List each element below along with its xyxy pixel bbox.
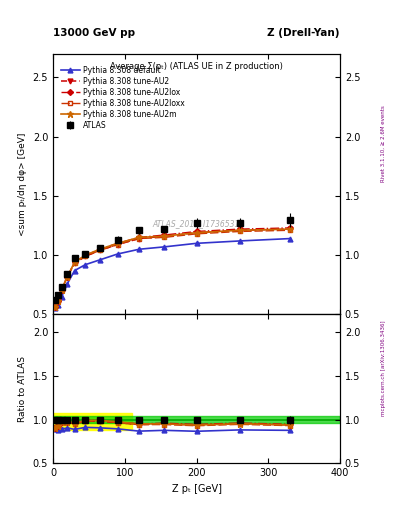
Pythia 8.308 tune-AU2m bbox=[194, 229, 199, 236]
Text: Z (Drell-Yan): Z (Drell-Yan) bbox=[268, 28, 340, 38]
Pythia 8.308 tune-AU2lox bbox=[194, 228, 199, 234]
Pythia 8.308 default bbox=[97, 257, 102, 263]
Pythia 8.308 tune-AU2lox bbox=[137, 234, 141, 241]
Pythia 8.308 default bbox=[83, 262, 88, 268]
Pythia 8.308 tune-AU2loxx bbox=[56, 298, 61, 305]
Pythia 8.308 tune-AU2lox bbox=[162, 232, 167, 238]
Pythia 8.308 tune-AU2m bbox=[53, 304, 57, 310]
Pythia 8.308 tune-AU2 bbox=[56, 298, 61, 305]
Pythia 8.308 tune-AU2lox bbox=[59, 286, 64, 292]
Text: Rivet 3.1.10, ≥ 2.6M events: Rivet 3.1.10, ≥ 2.6M events bbox=[381, 105, 386, 182]
Pythia 8.308 tune-AU2lox bbox=[83, 252, 88, 258]
Pythia 8.308 tune-AU2 bbox=[115, 242, 120, 248]
Pythia 8.308 tune-AU2loxx bbox=[115, 242, 120, 248]
Pythia 8.308 tune-AU2 bbox=[59, 286, 64, 292]
Pythia 8.308 tune-AU2loxx bbox=[65, 273, 70, 280]
Pythia 8.308 default bbox=[53, 306, 57, 312]
Pythia 8.308 tune-AU2loxx bbox=[237, 228, 242, 234]
Pythia 8.308 default bbox=[162, 244, 167, 250]
Y-axis label: Ratio to ATLAS: Ratio to ATLAS bbox=[18, 356, 27, 422]
Pythia 8.308 default bbox=[56, 302, 61, 308]
Pythia 8.308 tune-AU2 bbox=[72, 261, 77, 267]
Pythia 8.308 tune-AU2 bbox=[137, 236, 141, 242]
Pythia 8.308 tune-AU2m bbox=[59, 286, 64, 292]
Pythia 8.308 tune-AU2m bbox=[83, 252, 88, 258]
Pythia 8.308 tune-AU2m bbox=[72, 259, 77, 265]
Pythia 8.308 tune-AU2lox bbox=[97, 246, 102, 252]
Line: Pythia 8.308 tune-AU2lox: Pythia 8.308 tune-AU2lox bbox=[53, 226, 292, 309]
Pythia 8.308 tune-AU2m bbox=[65, 273, 70, 280]
Pythia 8.308 tune-AU2loxx bbox=[97, 247, 102, 253]
Pythia 8.308 tune-AU2m bbox=[115, 240, 120, 246]
Pythia 8.308 tune-AU2 bbox=[53, 304, 57, 310]
Pythia 8.308 tune-AU2 bbox=[65, 273, 70, 280]
Pythia 8.308 tune-AU2 bbox=[83, 253, 88, 260]
Text: mcplots.cern.ch [arXiv:1306.3436]: mcplots.cern.ch [arXiv:1306.3436] bbox=[381, 321, 386, 416]
Legend: Pythia 8.308 default, Pythia 8.308 tune-AU2, Pythia 8.308 tune-AU2lox, Pythia 8.: Pythia 8.308 default, Pythia 8.308 tune-… bbox=[59, 65, 186, 131]
Line: Pythia 8.308 tune-AU2: Pythia 8.308 tune-AU2 bbox=[53, 227, 292, 310]
Pythia 8.308 default bbox=[72, 267, 77, 273]
Pythia 8.308 tune-AU2lox bbox=[115, 240, 120, 246]
Bar bbox=[53, 416, 340, 423]
Pythia 8.308 tune-AU2loxx bbox=[59, 286, 64, 292]
Pythia 8.308 tune-AU2lox bbox=[287, 225, 292, 231]
Pythia 8.308 tune-AU2m bbox=[137, 234, 141, 241]
Line: Pythia 8.308 tune-AU2loxx: Pythia 8.308 tune-AU2loxx bbox=[53, 228, 292, 309]
Y-axis label: <sum pₜ/dη dφ> [GeV]: <sum pₜ/dη dφ> [GeV] bbox=[18, 133, 27, 236]
Pythia 8.308 tune-AU2loxx bbox=[162, 234, 167, 241]
Text: Average Σ(pₜ) (ATLAS UE in Z production): Average Σ(pₜ) (ATLAS UE in Z production) bbox=[110, 61, 283, 71]
Line: Pythia 8.308 tune-AU2m: Pythia 8.308 tune-AU2m bbox=[52, 226, 293, 310]
Pythia 8.308 default bbox=[59, 293, 64, 300]
Bar bbox=[53, 413, 132, 430]
Text: ATLAS_2019_I1736531: ATLAS_2019_I1736531 bbox=[153, 219, 240, 228]
Pythia 8.308 tune-AU2m bbox=[287, 226, 292, 232]
Pythia 8.308 tune-AU2loxx bbox=[194, 231, 199, 237]
Pythia 8.308 tune-AU2m bbox=[162, 233, 167, 239]
Pythia 8.308 tune-AU2lox bbox=[56, 298, 61, 305]
Pythia 8.308 default bbox=[65, 281, 70, 287]
Line: Pythia 8.308 default: Pythia 8.308 default bbox=[53, 236, 292, 311]
Pythia 8.308 default bbox=[115, 251, 120, 257]
Pythia 8.308 tune-AU2 bbox=[287, 226, 292, 232]
Pythia 8.308 default bbox=[194, 240, 199, 246]
Pythia 8.308 tune-AU2m bbox=[237, 227, 242, 233]
Pythia 8.308 default bbox=[137, 246, 141, 252]
Pythia 8.308 tune-AU2loxx bbox=[53, 304, 57, 310]
Pythia 8.308 tune-AU2 bbox=[194, 229, 199, 236]
Pythia 8.308 tune-AU2 bbox=[162, 233, 167, 239]
Text: 13000 GeV pp: 13000 GeV pp bbox=[53, 28, 135, 38]
Pythia 8.308 tune-AU2lox bbox=[237, 226, 242, 232]
Pythia 8.308 tune-AU2 bbox=[237, 227, 242, 233]
Pythia 8.308 tune-AU2m bbox=[56, 298, 61, 305]
Pythia 8.308 tune-AU2 bbox=[97, 247, 102, 253]
Pythia 8.308 tune-AU2loxx bbox=[287, 227, 292, 233]
Pythia 8.308 default bbox=[287, 236, 292, 242]
Pythia 8.308 tune-AU2loxx bbox=[83, 253, 88, 260]
Pythia 8.308 tune-AU2loxx bbox=[72, 261, 77, 267]
Pythia 8.308 tune-AU2m bbox=[97, 246, 102, 252]
Pythia 8.308 tune-AU2lox bbox=[65, 273, 70, 280]
Pythia 8.308 default bbox=[237, 238, 242, 244]
Pythia 8.308 tune-AU2lox bbox=[72, 259, 77, 265]
Pythia 8.308 tune-AU2loxx bbox=[137, 236, 141, 242]
Pythia 8.308 tune-AU2lox bbox=[53, 304, 57, 310]
X-axis label: Z pₜ [GeV]: Z pₜ [GeV] bbox=[171, 484, 222, 494]
